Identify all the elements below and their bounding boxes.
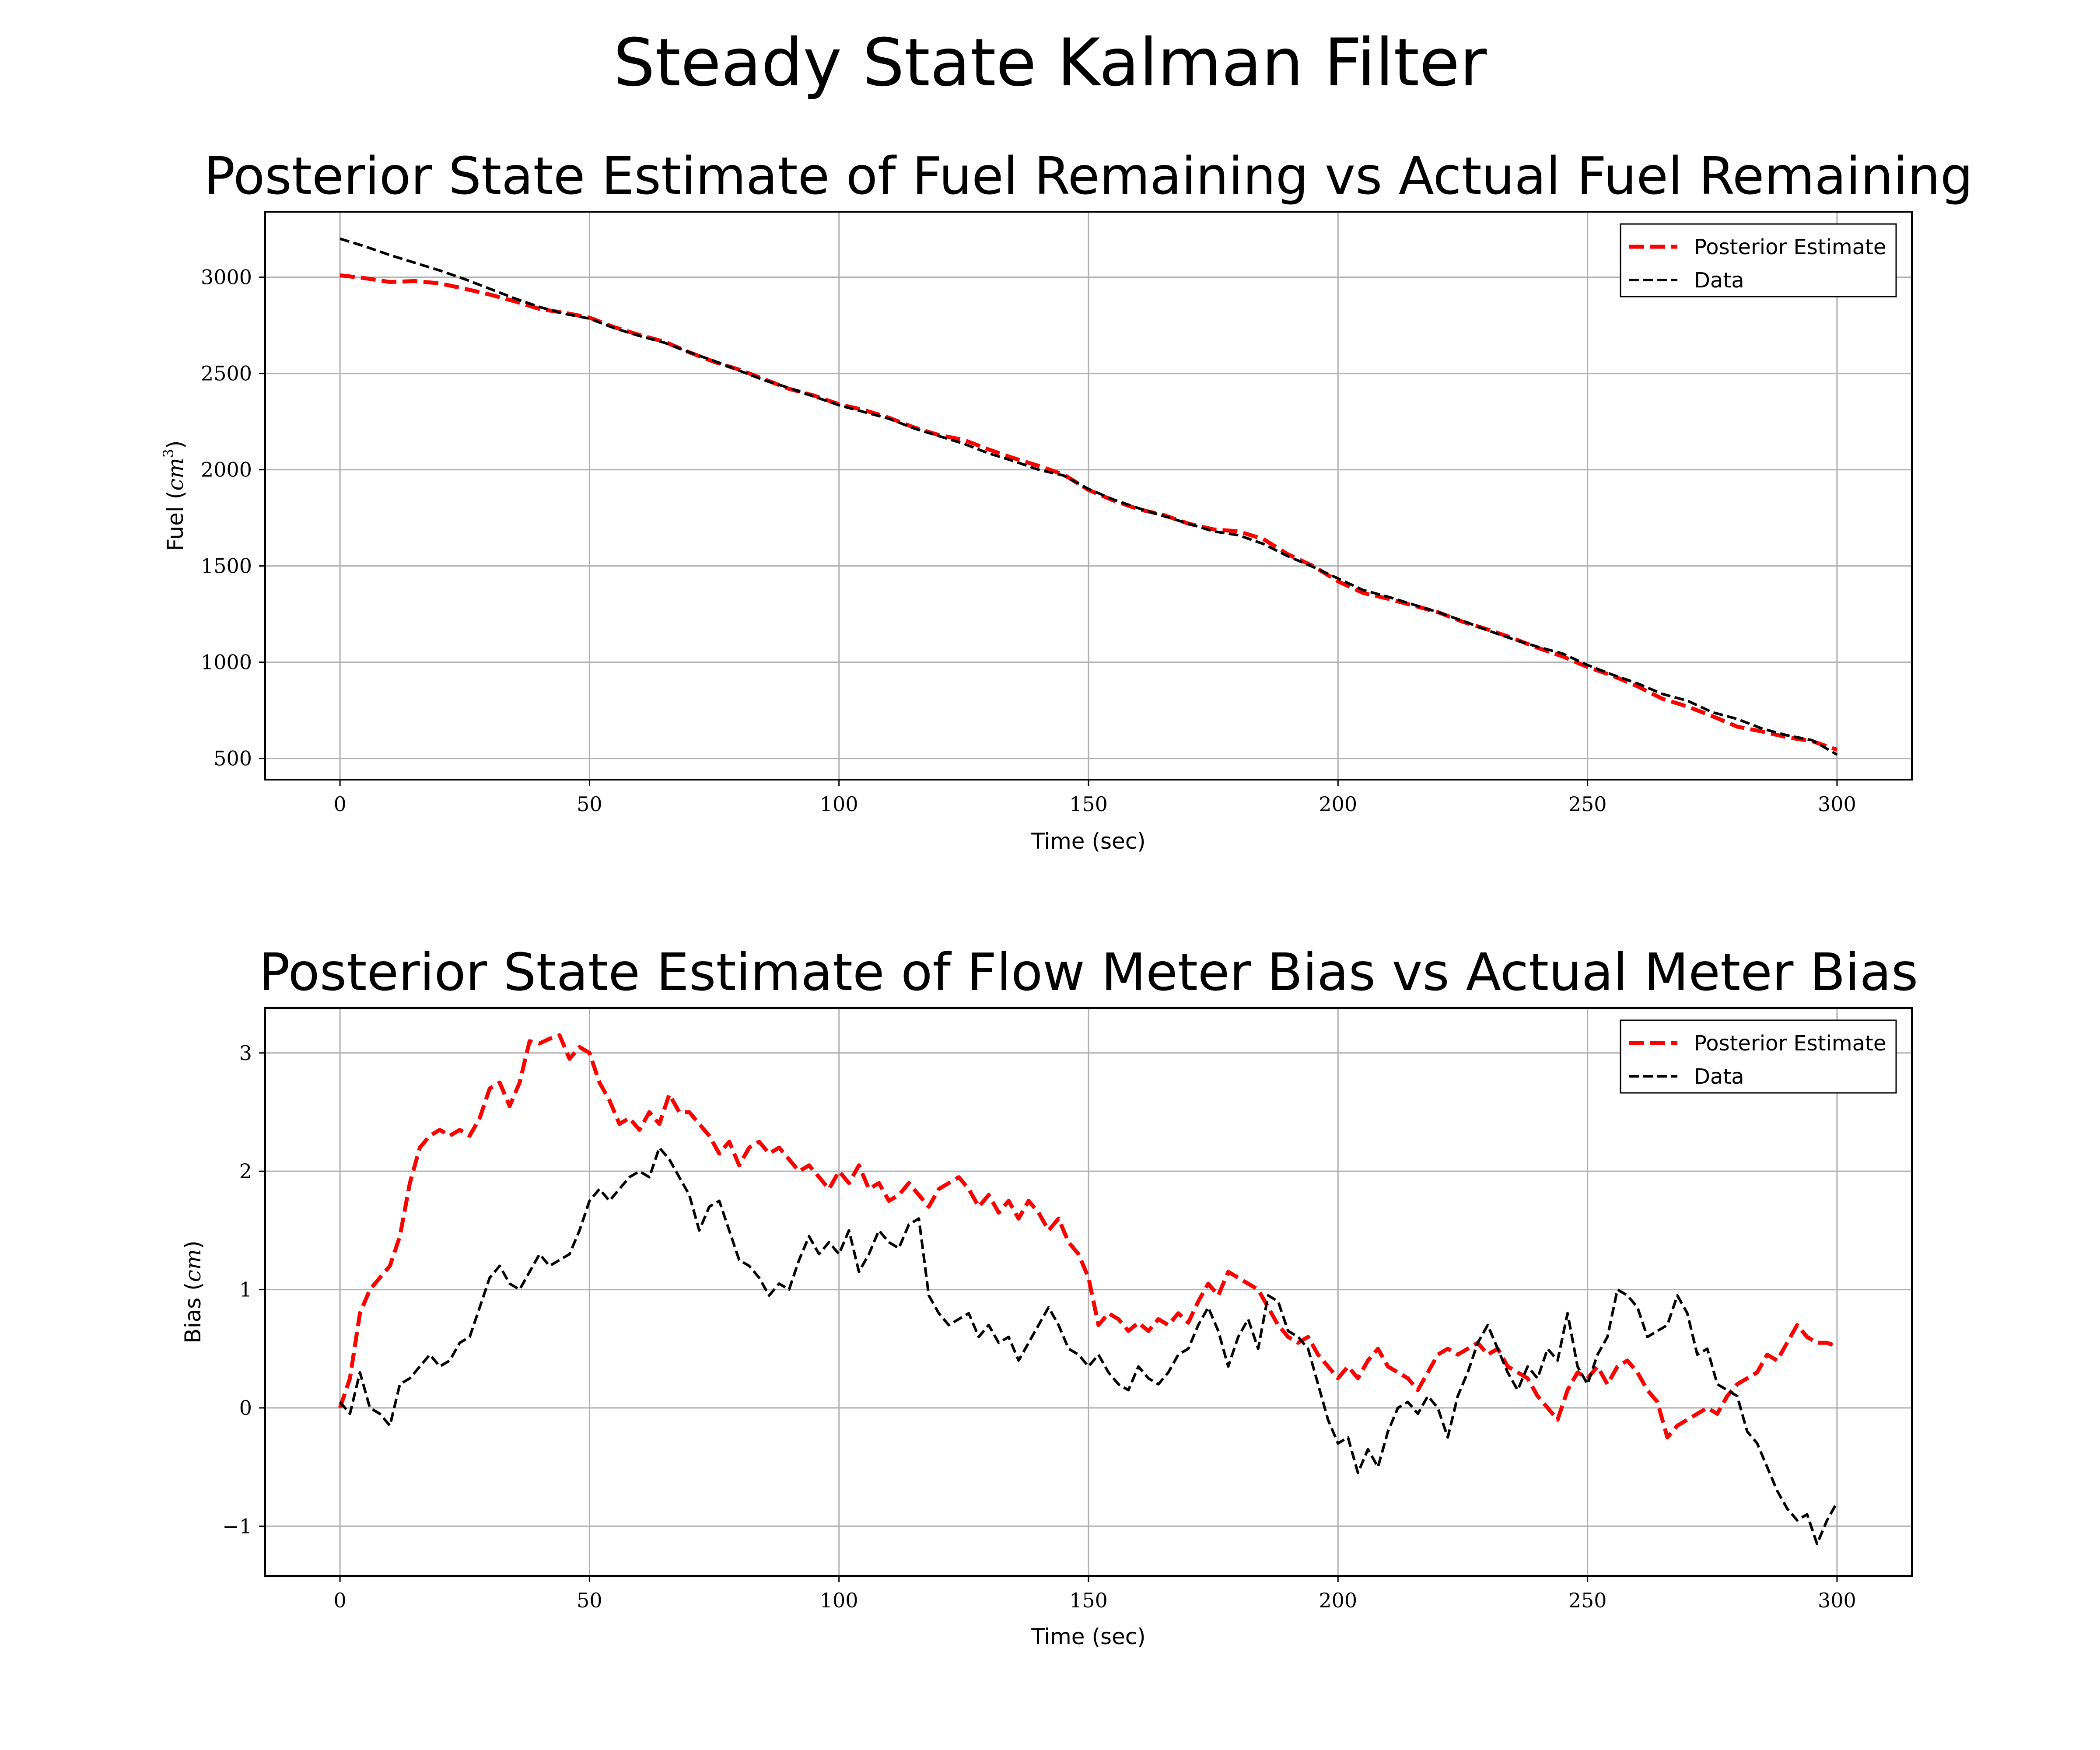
fuel-series-layer [340,237,1838,756]
bias-y-label-text: Bias ( [180,1282,206,1343]
bias-ticks: 0 50 100 150 200 250 300 −1 0 1 2 3 [222,1041,1856,1612]
fuel-subplot: Posterior State Estimate of Fuel Remaini… [160,146,1973,854]
bias-x-tick-label: 100 [820,1589,858,1612]
fuel-y-label-sup: 3 [160,449,177,458]
bias-y-tick-label: 1 [239,1278,252,1302]
bias-series-data-line [339,1146,1838,1545]
bias-y-tick-label: 3 [239,1041,252,1065]
bias-y-label-end: ) [180,1240,206,1249]
fuel-x-tick-label: 0 [333,792,346,816]
fuel-legend-box [1620,223,1897,298]
fuel-y-label-end: ) [163,440,188,449]
bias-y-tick-label: 2 [239,1159,252,1183]
fuel-x-tick-label: 150 [1069,792,1108,816]
fuel-x-axis-label: Time (sec) [1031,829,1146,854]
bias-grid [265,1008,1912,1576]
fuel-legend-label-posterior-estimate: Posterior Estimate [1694,235,1886,259]
figure-suptitle: Steady State Kalman Filter [613,25,1487,101]
bias-series-layer [338,1033,1838,1545]
bias-legend-label-data: Data [1694,1064,1744,1089]
fuel-series-data-line [340,237,1838,756]
fuel-x-tick-label: 100 [820,792,858,816]
bias-legend: Posterior Estimate Data [1620,1019,1897,1094]
fuel-x-tick-label: 50 [577,792,602,816]
bias-legend-label-posterior-estimate: Posterior Estimate [1694,1031,1886,1056]
fuel-y-tick-label: 1500 [201,554,252,578]
bias-y-tick-label: −1 [222,1514,252,1538]
fuel-y-label-math: cm [163,458,188,490]
bias-x-axis-label: Time (sec) [1031,1624,1146,1649]
bias-legend-box [1620,1019,1897,1094]
fuel-y-tick-label: 2000 [201,458,252,482]
fuel-ticks: 0 50 100 150 200 250 300 500 1000 1500 2000 2500 300… [201,266,1856,816]
fuel-x-tick-label: 250 [1568,792,1607,816]
bias-x-tick-label: 150 [1069,1589,1108,1612]
bias-y-axis-label: Bias (cm) [180,1240,206,1343]
fuel-y-tick-label: 3000 [201,266,252,289]
fuel-y-tick-label: 500 [214,747,252,770]
bias-x-tick-label: 300 [1818,1589,1856,1612]
fuel-y-label-text: Fuel ( [163,491,188,551]
fuel-x-tick-label: 200 [1319,792,1357,816]
bias-subplot-title: Posterior State Estimate of Flow Meter B… [259,942,1918,1002]
fuel-y-tick-label: 1000 [201,651,252,674]
bias-series-posterior-estimate-line [338,1033,1838,1440]
bias-y-tick-label: 0 [239,1396,252,1420]
bias-y-label-math: cm [180,1249,206,1282]
bias-subplot: Posterior State Estimate of Flow Meter B… [180,942,1918,1649]
bias-x-tick-label: 250 [1568,1589,1607,1612]
bias-x-tick-label: 200 [1319,1589,1357,1612]
fuel-y-axis-label: Fuel (cm3) [160,440,188,551]
fuel-subplot-title: Posterior State Estimate of Fuel Remaini… [204,146,1973,206]
fuel-y-tick-label: 2500 [201,362,252,385]
fuel-legend-label-data: Data [1694,268,1744,293]
bias-x-tick-label: 50 [577,1589,602,1612]
bias-x-tick-label: 0 [333,1589,346,1612]
fuel-x-tick-label: 300 [1818,792,1856,816]
fuel-legend: Posterior Estimate Data [1620,223,1897,298]
